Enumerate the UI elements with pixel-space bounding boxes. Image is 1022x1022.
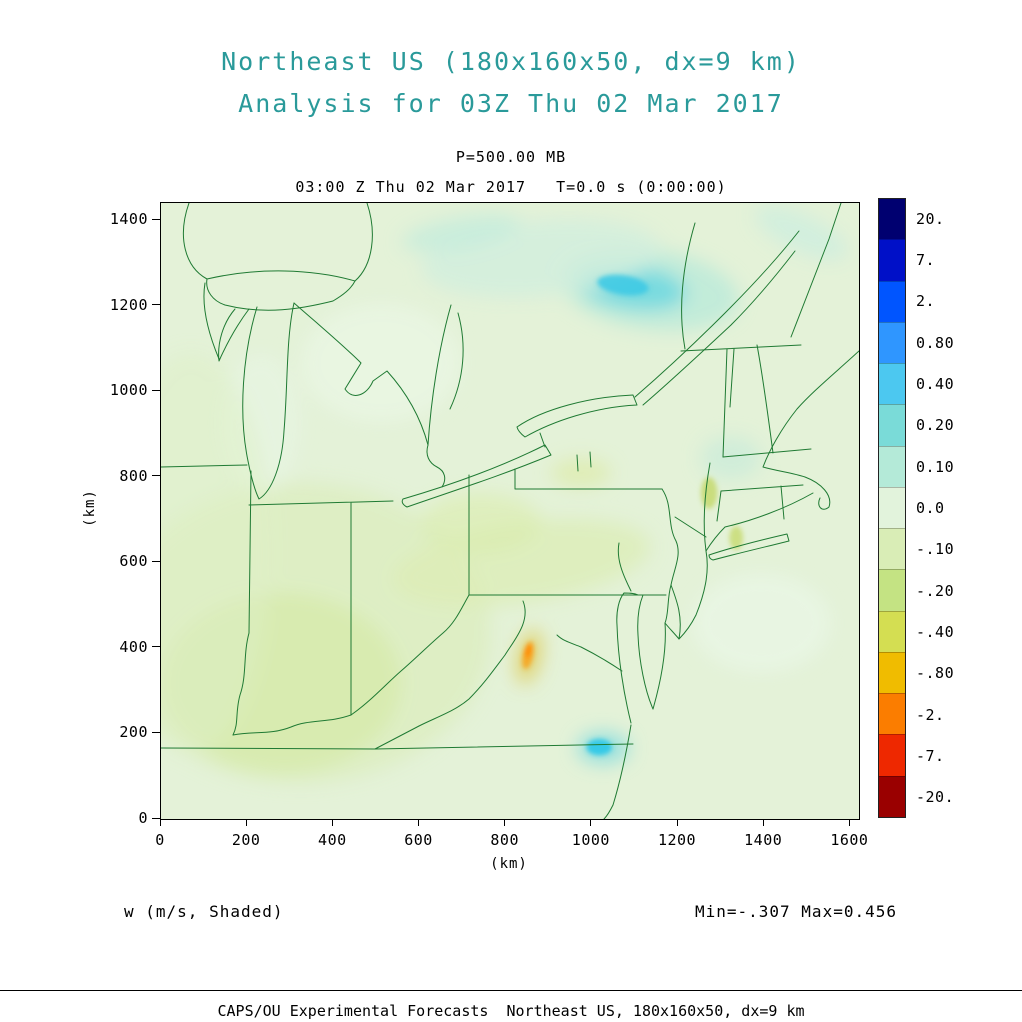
y-tick-label: 1200 bbox=[109, 295, 148, 314]
colorbar bbox=[878, 198, 906, 818]
y-tick-mark bbox=[152, 389, 160, 391]
state-border-lines bbox=[161, 203, 842, 750]
x-tick-label: 200 bbox=[231, 831, 261, 849]
colorbar-segment bbox=[879, 280, 905, 322]
y-tick-mark bbox=[152, 646, 160, 648]
x-tick-mark bbox=[245, 819, 247, 826]
colorbar-segment bbox=[879, 363, 905, 405]
colorbar-segment bbox=[879, 734, 905, 776]
valid-time-label: 03:00 Z Thu 02 Mar 2017 T=0.0 s (0:00:00… bbox=[295, 178, 727, 196]
minmax-label: Min=-.307 Max=0.456 bbox=[694, 902, 897, 921]
x-axis-title: (km) bbox=[490, 856, 528, 872]
x-tick-label: 1400 bbox=[744, 831, 783, 849]
x-tick-label: 1000 bbox=[571, 831, 610, 849]
x-tick-mark bbox=[848, 819, 850, 826]
colorbar-segment bbox=[879, 445, 905, 487]
great-lakes-coastlines bbox=[182, 203, 859, 819]
y-tick-label: 1400 bbox=[109, 210, 148, 229]
y-tick-mark bbox=[152, 218, 160, 220]
plot-title-line1: Northeast US (180x160x50, dx=9 km) bbox=[221, 47, 801, 76]
north-cyan-streak bbox=[401, 214, 520, 252]
michigan-mint-patch bbox=[301, 303, 462, 423]
x-tick-mark bbox=[418, 819, 420, 826]
footer-credit: CAPS/OU Experimental Forecasts Northeast… bbox=[217, 1002, 805, 1020]
colorbar-label: 0.80 bbox=[916, 333, 955, 352]
shaded-field-soft-layer bbox=[161, 206, 848, 784]
x-tick-mark bbox=[159, 819, 161, 826]
y-tick-label: 800 bbox=[119, 466, 148, 485]
colorbar-segment bbox=[879, 693, 905, 735]
colorbar-segment bbox=[879, 569, 905, 611]
colorbar-label: -.80 bbox=[916, 664, 955, 683]
y-tick-label: 200 bbox=[119, 723, 148, 742]
map-plot-area bbox=[160, 202, 860, 820]
colorbar-segment bbox=[879, 775, 905, 817]
plot-title-line2: Analysis for 03Z Thu 02 Mar 2017 bbox=[238, 89, 784, 118]
y-axis-title: (km) bbox=[82, 489, 98, 527]
se-mint-patch bbox=[691, 573, 831, 674]
colorbar-label: -.40 bbox=[916, 623, 955, 641]
colorbar-segment bbox=[879, 239, 905, 281]
chesapeake-updraft-core bbox=[586, 739, 613, 756]
colorbar-label: -2. bbox=[916, 705, 945, 724]
colorbar-segment bbox=[879, 199, 905, 240]
x-tick-mark bbox=[676, 819, 678, 826]
y-tick-label: 1000 bbox=[109, 381, 148, 400]
y-tick-mark bbox=[152, 560, 160, 562]
topright-cyan bbox=[755, 206, 848, 260]
erie-south-yellow bbox=[421, 493, 541, 553]
x-tick-label: 1600 bbox=[830, 831, 869, 849]
west-green-band bbox=[161, 352, 272, 754]
colorbar-label: -.10 bbox=[916, 540, 955, 559]
x-tick-mark bbox=[590, 819, 592, 826]
colorbar-label: -20. bbox=[916, 788, 955, 807]
x-tick-mark bbox=[504, 819, 506, 826]
x-tick-label: 600 bbox=[404, 831, 433, 849]
y-tick-mark bbox=[152, 817, 160, 819]
x-tick-label: 400 bbox=[318, 831, 347, 849]
colorbar-segment bbox=[879, 321, 905, 364]
hudson-olive-spot bbox=[729, 525, 744, 550]
y-tick-mark bbox=[152, 475, 160, 477]
x-tick-label: 800 bbox=[490, 831, 519, 849]
ny-yellow-tinge bbox=[550, 458, 612, 487]
colorbar-segment bbox=[879, 610, 905, 652]
colorbar-segment bbox=[879, 404, 905, 446]
colorbar-label: 7. bbox=[916, 251, 936, 269]
colorbar-segment bbox=[879, 528, 905, 570]
ne-updraft-core bbox=[597, 274, 649, 296]
vermont-pale-spot bbox=[700, 436, 762, 480]
weather-map-svg bbox=[161, 203, 859, 819]
x-tick-label: 0 bbox=[155, 831, 165, 849]
y-tick-mark bbox=[152, 731, 160, 733]
y-tick-label: 0 bbox=[138, 809, 148, 827]
footer-divider bbox=[0, 990, 1022, 991]
wv-downdraft-hot bbox=[524, 644, 532, 658]
colorbar-segment bbox=[879, 651, 905, 694]
y-tick-label: 400 bbox=[119, 637, 148, 656]
colorbar-label: 2. bbox=[916, 292, 936, 311]
x-tick-label: 1200 bbox=[657, 831, 697, 849]
nj-olive-spot bbox=[700, 477, 718, 509]
colorbar-label: 0.20 bbox=[916, 416, 955, 435]
colorbar-segment bbox=[879, 486, 905, 529]
field-label: w (m/s, Shaded) bbox=[124, 902, 284, 921]
y-tick-mark bbox=[152, 304, 160, 306]
pressure-level-label: P=500.00 MB bbox=[455, 148, 567, 166]
x-tick-mark bbox=[762, 819, 764, 826]
colorbar-label: -.20 bbox=[916, 581, 955, 600]
colorbar-label: 0.0 bbox=[916, 499, 945, 517]
colorbar-label: -7. bbox=[916, 747, 945, 765]
y-tick-label: 600 bbox=[119, 552, 148, 571]
x-tick-mark bbox=[331, 819, 333, 826]
colorbar-label: 0.10 bbox=[916, 457, 955, 476]
colorbar-label: 0.40 bbox=[916, 375, 955, 393]
colorbar-label: 20. bbox=[916, 209, 945, 228]
